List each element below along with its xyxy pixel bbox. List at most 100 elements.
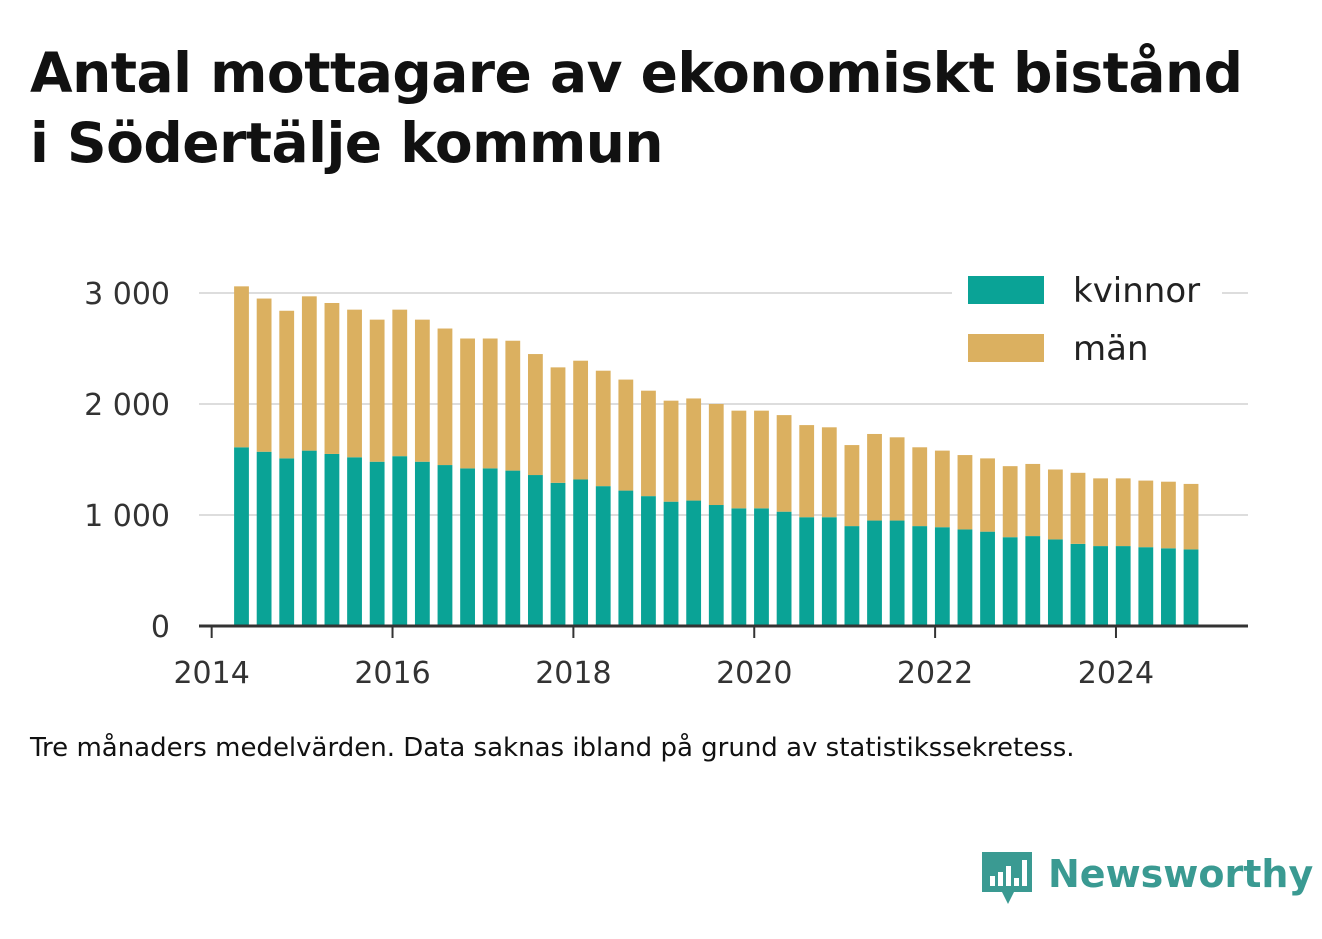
y-tick-label: 0 [151, 610, 170, 645]
newsworthy-logo[interactable]: Newsworthy [978, 848, 1313, 912]
bar-kvinnor [505, 470, 521, 626]
bar-man [279, 310, 295, 459]
bar-kvinnor [1138, 547, 1154, 626]
bar-kvinnor [663, 501, 679, 626]
bar-man [1047, 469, 1063, 540]
bar-kvinnor [686, 500, 702, 626]
bar-man [1183, 483, 1199, 550]
bar-kvinnor [957, 529, 973, 626]
bar-kvinnor [912, 526, 928, 626]
bar-kvinnor [618, 490, 634, 626]
bar-kvinnor [460, 468, 475, 626]
bar-kvinnor [1161, 548, 1176, 626]
bar-man [1138, 480, 1154, 548]
bar-man [573, 360, 589, 480]
bar-man [618, 379, 634, 491]
bar-kvinnor [934, 527, 950, 626]
bar-kvinnor [550, 482, 566, 626]
bar-man [1161, 481, 1176, 549]
bar-man [980, 458, 995, 532]
bar-chart: 0 1 000 2 000 3 000 2014 2016 2018 2020 2022 2024… [84, 265, 1248, 691]
bar-man [414, 319, 430, 462]
bar-kvinnor [392, 456, 408, 626]
bar-man [234, 286, 249, 448]
bar-kvinnor [980, 531, 995, 626]
bar-kvinnor [708, 505, 724, 626]
chart-title-line-1: Antal mottagare av ekonomiskt bistånd [30, 41, 1243, 105]
bar-man [550, 367, 566, 483]
bar-man [324, 302, 340, 454]
bar-man [799, 425, 815, 518]
bar-kvinnor [256, 451, 272, 626]
bar-kvinnor [437, 465, 453, 626]
bar-man [392, 309, 408, 457]
bar-man [460, 338, 475, 469]
bar-man [505, 340, 521, 471]
bar-man [1070, 472, 1086, 544]
bar-kvinnor [1047, 539, 1063, 626]
brand-name: Newsworthy [1048, 852, 1314, 896]
chart-title: Antal mottagare av ekonomiskt bistånd i … [30, 38, 1300, 178]
legend-swatch-kvinnor [968, 276, 1044, 304]
bar-kvinnor [414, 461, 430, 626]
bar-man [821, 427, 837, 518]
bar-man [1115, 478, 1131, 547]
bar-kvinnor [1183, 549, 1199, 626]
bar-man [1093, 478, 1108, 547]
bar-man [663, 400, 679, 502]
bar-man [912, 447, 928, 527]
bar-kvinnor [347, 457, 362, 626]
x-tick-label: 2024 [1078, 656, 1154, 691]
bar-man [256, 298, 272, 452]
bar-kvinnor [1093, 546, 1108, 626]
bar-kvinnor [573, 479, 589, 626]
bar-kvinnor [889, 520, 905, 626]
bar-kvinnor [301, 450, 317, 626]
chart-title-line-2: i Södertälje kommun [30, 111, 664, 175]
bar-man [641, 390, 656, 497]
bar-kvinnor [776, 511, 792, 626]
bar-kvinnor [867, 520, 882, 626]
bar-man [686, 398, 702, 501]
bar-kvinnor [1070, 543, 1086, 626]
bar-kvinnor [279, 458, 295, 626]
bar-man [934, 450, 950, 528]
bar-man [595, 370, 611, 487]
x-tick-label: 2016 [354, 656, 430, 691]
bar-kvinnor [595, 486, 611, 626]
y-tick-label: 3 000 [84, 277, 170, 312]
legend-label-kvinnor: kvinnor [1073, 271, 1200, 311]
bar-man [1025, 463, 1041, 537]
y-tick-label: 2 000 [84, 388, 170, 423]
bar-kvinnor [641, 496, 656, 626]
bar-kvinnor [821, 517, 837, 626]
bar-man [754, 410, 769, 509]
bar-man [776, 415, 792, 512]
x-tick-label: 2018 [535, 656, 611, 691]
bar-kvinnor [1025, 536, 1041, 626]
bar-kvinnor [1002, 537, 1018, 626]
bar-man [708, 404, 724, 506]
bar-kvinnor [844, 526, 860, 626]
chart-caption: Tre månaders medelvärden. Data saknas ib… [30, 733, 1075, 763]
bar-man [867, 433, 882, 521]
bar-man [301, 296, 317, 451]
bar-man [1002, 466, 1018, 538]
bar-kvinnor [799, 517, 815, 626]
y-tick-label: 1 000 [84, 499, 170, 534]
newsworthy-logo-icon [982, 852, 1032, 904]
bar-kvinnor [369, 461, 385, 626]
bar-man [844, 445, 860, 527]
legend-swatch-man [968, 334, 1044, 362]
bar-kvinnor [528, 475, 543, 626]
bar-kvinnor [754, 508, 769, 626]
bar-kvinnor [731, 508, 747, 626]
bar-kvinnor [324, 453, 340, 626]
bar-man [482, 338, 498, 469]
bar-man [889, 437, 905, 521]
bar-man [347, 309, 362, 458]
bar-kvinnor [482, 468, 498, 626]
bar-man [369, 319, 385, 462]
bar-man [528, 354, 543, 476]
x-tick-label: 2014 [173, 656, 249, 691]
